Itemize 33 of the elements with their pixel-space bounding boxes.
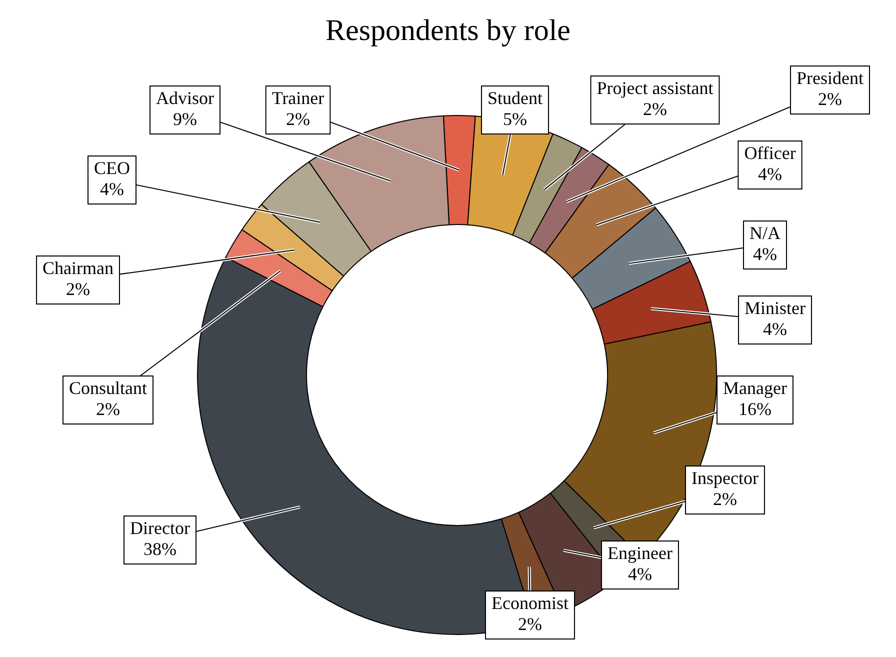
slice-label: Project assistant <box>596 78 714 98</box>
data-label: 4% <box>100 179 124 200</box>
slice-label: Inspector <box>692 468 758 488</box>
data-label: 2% <box>66 279 90 300</box>
slice-label: Trainer <box>272 88 324 108</box>
data-label: 2% <box>96 399 120 420</box>
slice-label: Consultant <box>68 378 148 398</box>
data-label: 9% <box>173 109 197 130</box>
slice-label: President <box>796 68 864 88</box>
data-label: 2% <box>518 614 542 634</box>
slice-label: Economist <box>492 593 568 614</box>
data-label: 4% <box>753 244 777 264</box>
data-label: 2% <box>818 89 842 110</box>
slice-label: Minister <box>744 298 806 318</box>
slice-label: Student <box>487 88 543 108</box>
data-label: 4% <box>758 164 782 184</box>
data-label: 38% <box>144 539 176 560</box>
slice-label: N/A <box>750 223 780 244</box>
data-label: 16% <box>738 399 772 420</box>
slice-label: Director <box>130 518 190 538</box>
slice-label: Chairman <box>42 258 114 278</box>
slice-label: Engineer <box>608 543 672 564</box>
data-label: 2% <box>713 489 737 510</box>
slice-label: Manager <box>723 378 787 398</box>
slice-label: Advisor <box>156 88 214 108</box>
chart-title: Respondents by role <box>324 14 572 48</box>
data-label: 5% <box>503 109 527 130</box>
data-label: 2% <box>643 99 667 120</box>
data-label: 4% <box>628 564 652 584</box>
slice-label: Officer <box>744 143 796 164</box>
data-label: 2% <box>286 109 310 130</box>
data-label: 4% <box>763 319 787 340</box>
slice-label: CEO <box>94 158 130 178</box>
